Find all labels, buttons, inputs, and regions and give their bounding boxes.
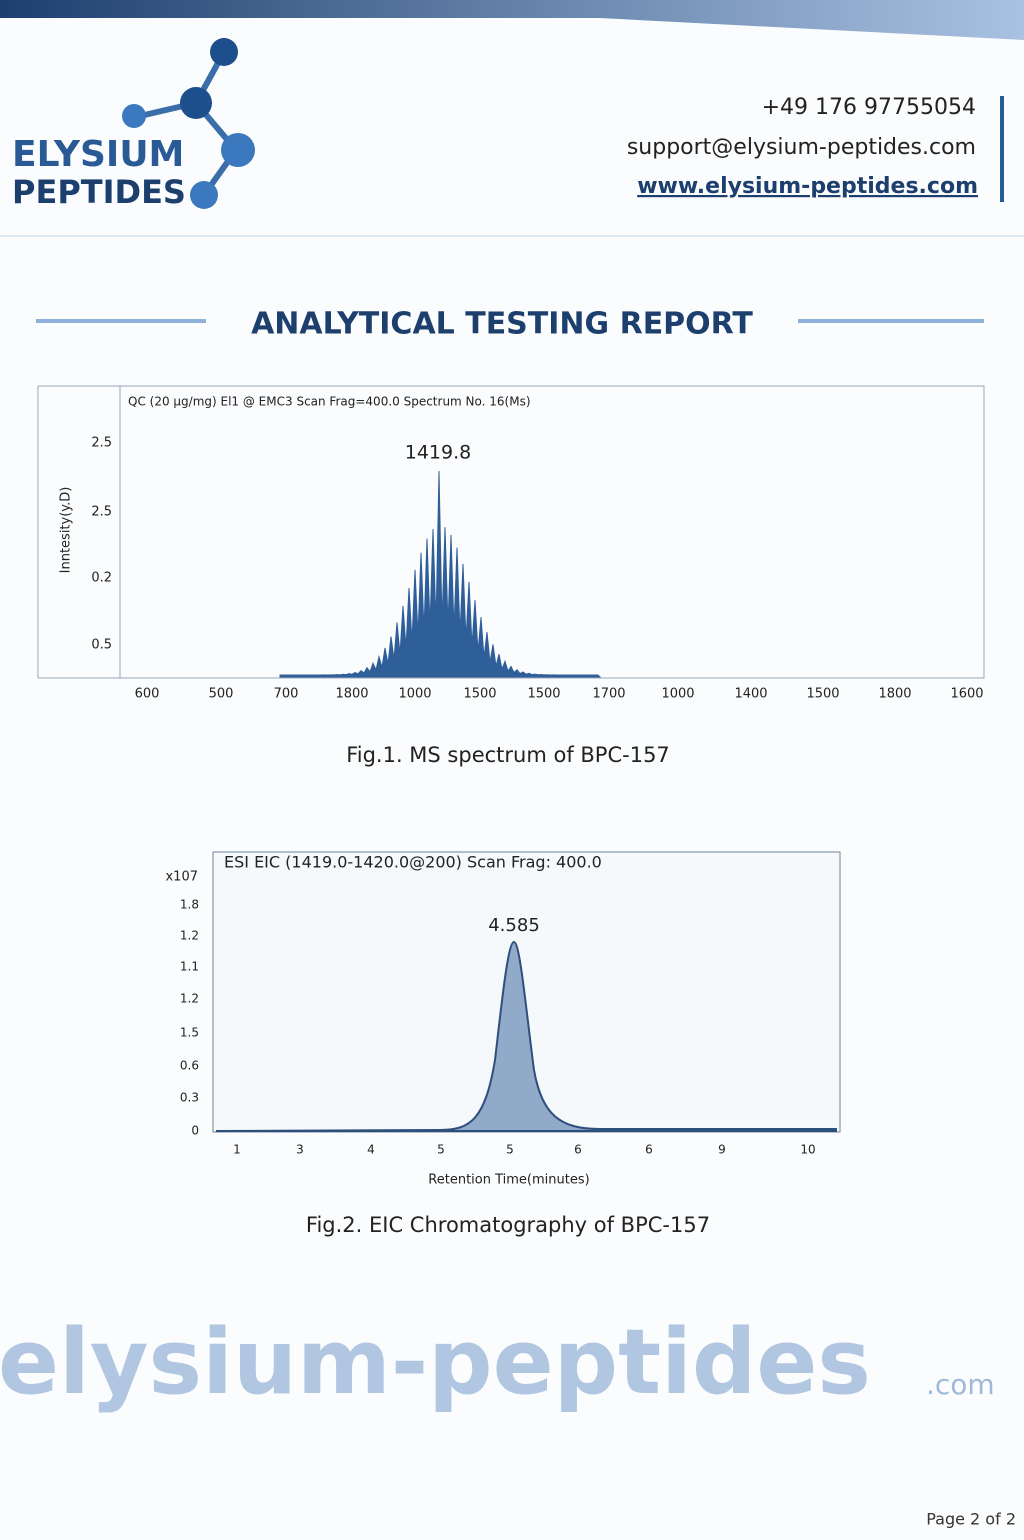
figure-header: QC (20 µg/mg) El1 @ EMC3 Scan Frag=400.0… xyxy=(128,395,531,409)
y-tick-label: 1.2 xyxy=(180,929,199,943)
y-tick-label: 2.5 xyxy=(91,505,112,520)
x-tick-label: 500 xyxy=(209,687,234,702)
x-tick-label: 4 xyxy=(367,1143,375,1157)
x-tick-label: 1800 xyxy=(335,687,368,702)
x-tick-label: 1500 xyxy=(463,687,496,702)
peak-label: 4.585 xyxy=(488,915,540,936)
x-tick-label: 700 xyxy=(274,687,299,702)
y-tick-label: 0 xyxy=(191,1124,199,1138)
x-tick-label: 10 xyxy=(800,1143,815,1157)
x-tick-label: 3 xyxy=(296,1143,304,1157)
y-tick-label: 1.5 xyxy=(180,1026,199,1040)
brand: ELYSIUM xyxy=(12,134,184,175)
peak-label: 1419.8 xyxy=(405,442,471,464)
x-tick-label: 1700 xyxy=(592,687,625,702)
page-number: Page 2 of 2 xyxy=(926,1510,1016,1529)
x-tick-label: 1500 xyxy=(806,687,839,702)
y-tick-label: 0.6 xyxy=(180,1059,199,1073)
y-tick-label: 2.5 xyxy=(91,436,112,451)
report-title: ANALYTICAL TESTING REPORT xyxy=(251,307,753,342)
top-band xyxy=(0,0,1024,40)
y-tick-label: 1.1 xyxy=(180,960,199,974)
x-tick-label: 5 xyxy=(437,1143,445,1157)
x-tick-label: 9 xyxy=(718,1143,726,1157)
phone: +49 176 97755054 xyxy=(762,95,976,120)
x-tick-label: 1600 xyxy=(950,687,983,702)
x-tick-label: 1000 xyxy=(661,687,694,702)
x-tick-label: 1000 xyxy=(398,687,431,702)
x-tick-label: 1 xyxy=(233,1143,241,1157)
x-tick-label: 1400 xyxy=(734,687,767,702)
x-tick-label: 6 xyxy=(645,1143,653,1157)
y-tick-label: 0.2 xyxy=(91,571,112,586)
logo-mark xyxy=(122,38,255,209)
x-tick-label: 600 xyxy=(135,687,160,702)
x-tick-label: 5 xyxy=(506,1143,514,1157)
y-scale: x107 xyxy=(165,870,198,885)
y-tick-label: 0.5 xyxy=(91,638,112,653)
email[interactable]: support@elysium-peptides.com xyxy=(627,135,976,160)
watermark: .com xyxy=(926,1368,995,1401)
accent-bar xyxy=(1000,96,1004,202)
x-tick-label: 1800 xyxy=(878,687,911,702)
watermark: elysium-peptides xyxy=(0,1310,871,1415)
x-tick-label: 6 xyxy=(574,1143,582,1157)
chromatogram-trace xyxy=(215,940,837,1132)
spectrum-trace xyxy=(279,470,602,678)
figure-frame xyxy=(37,385,985,679)
x-tick-label: 1500 xyxy=(527,687,560,702)
caption: Fig.1. MS spectrum of BPC-157 xyxy=(346,743,670,767)
website[interactable]: www.elysium-peptides.com xyxy=(637,174,978,199)
caption: Fig.2. EIC Chromatography of BPC-157 xyxy=(306,1213,710,1237)
y-axis-label: Inntesity(y.D) xyxy=(59,487,74,574)
x-axis-label: Retention Time(minutes) xyxy=(428,1173,589,1188)
brand: PEPTIDES xyxy=(12,173,186,211)
y-tick-label: 1.8 xyxy=(180,898,199,912)
y-tick-label: 0.3 xyxy=(180,1091,199,1105)
figure-header: ESI EIC (1419.0-1420.0@200) Scan Frag: 4… xyxy=(224,853,602,872)
y-tick-label: 1.2 xyxy=(180,992,199,1006)
